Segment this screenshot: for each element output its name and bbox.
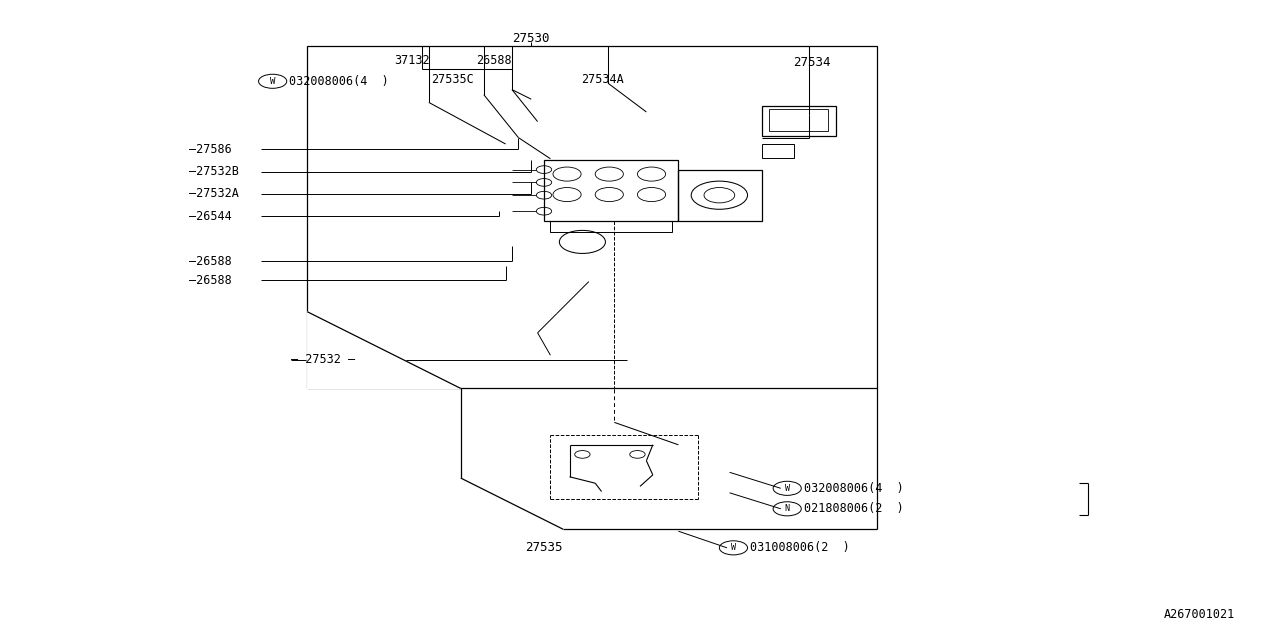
Text: 27535C: 27535C bbox=[431, 73, 474, 86]
Bar bbox=[544, 160, 678, 221]
Bar bbox=[550, 221, 672, 232]
Text: 27534: 27534 bbox=[794, 56, 831, 69]
Text: 37132: 37132 bbox=[394, 54, 430, 67]
Text: A267001021: A267001021 bbox=[1164, 608, 1235, 621]
Text: 031008006(2  ): 031008006(2 ) bbox=[750, 541, 850, 554]
Text: N: N bbox=[785, 504, 790, 513]
Bar bbox=[762, 144, 794, 158]
Text: –26588: –26588 bbox=[189, 255, 232, 268]
Text: 26588: 26588 bbox=[476, 54, 512, 67]
Polygon shape bbox=[307, 312, 461, 388]
Text: 032008006(4  ): 032008006(4 ) bbox=[289, 75, 389, 88]
Text: –26544: –26544 bbox=[189, 210, 232, 223]
Bar bbox=[678, 170, 762, 221]
Text: –27532A: –27532A bbox=[189, 188, 239, 200]
Bar bbox=[769, 109, 828, 131]
Text: W: W bbox=[785, 484, 790, 493]
Bar bbox=[762, 106, 836, 136]
Text: 021808006(2  ): 021808006(2 ) bbox=[804, 502, 904, 515]
Text: W: W bbox=[731, 543, 736, 552]
Bar bbox=[307, 46, 877, 388]
Text: –27586: –27586 bbox=[189, 143, 232, 156]
Text: – 27532 –: – 27532 – bbox=[291, 353, 355, 366]
Text: 27530: 27530 bbox=[512, 32, 550, 45]
Text: 27535: 27535 bbox=[525, 541, 562, 554]
Text: 032008006(4  ): 032008006(4 ) bbox=[804, 482, 904, 495]
Text: –27532B: –27532B bbox=[189, 165, 239, 178]
Text: 27534A: 27534A bbox=[581, 73, 623, 86]
Text: –26588: –26588 bbox=[189, 274, 232, 287]
Text: W: W bbox=[270, 77, 275, 86]
